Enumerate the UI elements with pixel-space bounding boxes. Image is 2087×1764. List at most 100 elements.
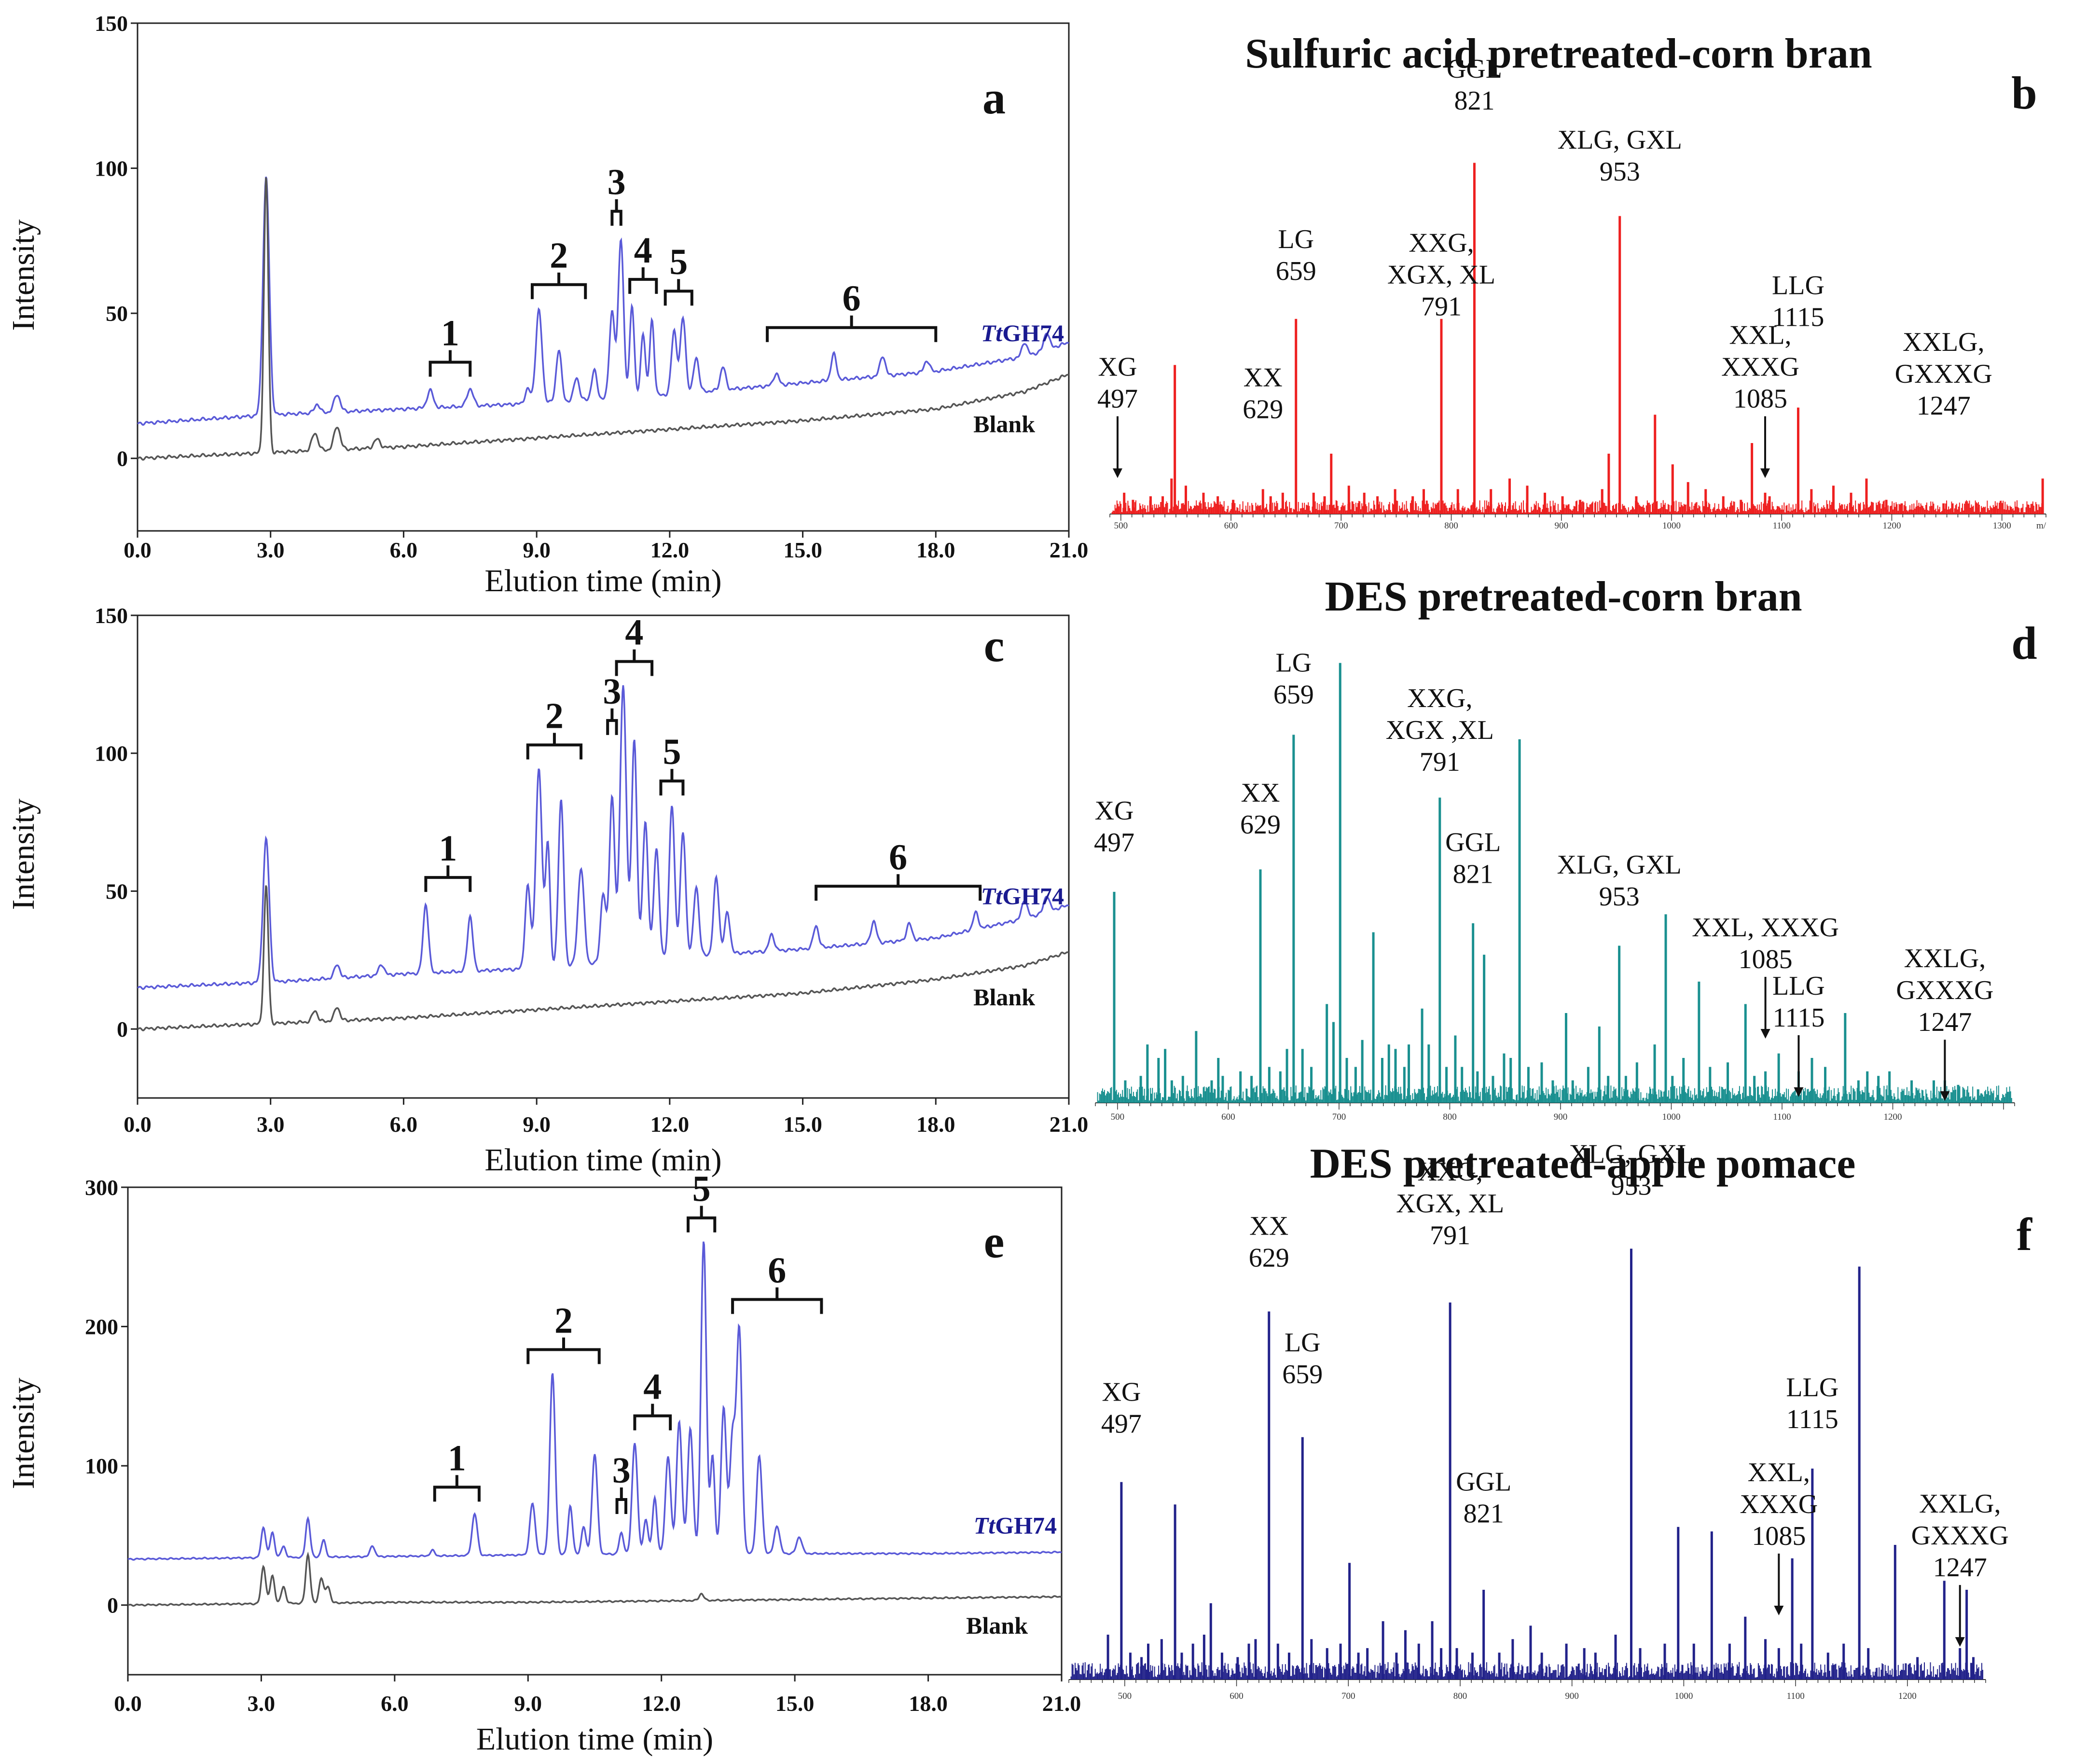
- series-label-rest: GH74: [1002, 883, 1064, 910]
- annotation-arrowhead: [1794, 1087, 1804, 1097]
- series-label-blank: Blank: [973, 410, 1035, 437]
- peak-annotation: 821: [1454, 86, 1494, 116]
- x-tick-label: 600: [1224, 521, 1238, 531]
- plot-frame: [137, 614, 1070, 1099]
- plot-frame: [137, 22, 1070, 532]
- group-bracket: [610, 199, 622, 226]
- peak-annotation: XG: [1098, 352, 1137, 382]
- group-bracket: [687, 1206, 717, 1233]
- chromatogram-panel-e: 0.0 3.0 6.0 9.0 12.0 15.0 18.0 21.0 0 100 200 300 El…: [6, 1168, 1081, 1757]
- x-tick-label: 900: [1565, 1691, 1579, 1701]
- group-label: 1: [439, 828, 457, 869]
- x-tick-label: 1100: [1773, 1112, 1791, 1122]
- peak-annotation: 629: [1243, 395, 1283, 425]
- x-tick-label: 1200: [1898, 1691, 1917, 1701]
- peak-annotation: LLG: [1772, 270, 1824, 300]
- peak-annotation: 791: [1430, 1221, 1470, 1250]
- x-tick-label: 1000: [1674, 1691, 1693, 1701]
- x-tick-label: 6.0: [390, 538, 418, 562]
- plot-frame: [127, 1186, 1063, 1676]
- y-tick-label: 100: [85, 1454, 118, 1478]
- group-bracket: [731, 1287, 823, 1314]
- y-tick-label: 0: [107, 1593, 118, 1618]
- x-tick-label: 900: [1554, 1112, 1568, 1122]
- group-bracket: [628, 267, 658, 294]
- series-label-blank: Blank: [973, 984, 1035, 1011]
- series-label-prefix: Tt: [974, 1512, 996, 1539]
- peak-annotation: XXL,: [1729, 320, 1791, 350]
- peak-annotation: 953: [1611, 1171, 1651, 1201]
- y-axis-label: Intensity: [6, 220, 41, 331]
- y-tick-label: 0: [117, 1017, 128, 1042]
- group-label: 2: [545, 696, 564, 736]
- group-bracket: [815, 874, 982, 901]
- series-label-ttgh74: TtGH74: [981, 883, 1064, 910]
- x-tick-label: 500: [1114, 521, 1128, 531]
- x-tick-label: 1200: [1882, 521, 1901, 531]
- peak-annotation: XLG, GXL: [1557, 850, 1682, 880]
- y-tick-label: 150: [95, 603, 128, 628]
- peak-annotation: XXXG: [1740, 1489, 1818, 1519]
- series-trace-ttgh74: [127, 1241, 1062, 1561]
- spectrum-title: DES pretreated-apple pomace: [1310, 1140, 1856, 1187]
- group-label: 6: [843, 278, 861, 319]
- peak-annotation: 953: [1599, 882, 1640, 912]
- series-trace-blank: [137, 885, 1069, 1031]
- peak-annotation: XXG,: [1409, 228, 1474, 258]
- x-tick-label: 12.0: [650, 1112, 690, 1137]
- peak-annotation: LG: [1285, 1328, 1321, 1358]
- x-tick-label: 15.0: [783, 1112, 822, 1137]
- peak-annotation: 821: [1464, 1499, 1504, 1529]
- annotation-arrowhead: [1760, 468, 1770, 478]
- peak-annotation: 791: [1420, 747, 1460, 777]
- series-label-blank: Blank: [966, 1612, 1028, 1639]
- group-label: 4: [625, 612, 643, 653]
- x-tick-label: 9.0: [523, 1112, 551, 1137]
- group-label: 6: [889, 837, 907, 877]
- x-tick-label: 1100: [1786, 1691, 1804, 1701]
- x-tick-label: 700: [1341, 1691, 1355, 1701]
- y-tick-label: 150: [95, 11, 128, 36]
- peak-annotation: LLG: [1786, 1373, 1838, 1403]
- peak-annotation: 497: [1094, 828, 1134, 858]
- peak-annotation: GGL: [1456, 1467, 1511, 1497]
- x-tick-label: 3.0: [257, 538, 285, 562]
- peak-annotation: GXXXG: [1911, 1521, 2009, 1551]
- x-tick-label: 21.0: [1050, 1112, 1089, 1137]
- peak-annotation: XX: [1244, 363, 1283, 393]
- peak-annotation: 659: [1276, 256, 1316, 286]
- x-axis-label: Elution time (min): [484, 563, 721, 598]
- peak-annotation: XXLG,: [1919, 1489, 2001, 1519]
- x-tick-suffix: m/: [2036, 521, 2046, 531]
- peak-annotation: 629: [1240, 810, 1281, 840]
- peak-annotation: 1085: [1733, 384, 1787, 414]
- annotation-arrowhead: [1955, 1637, 1965, 1647]
- noise-floor: [1097, 1085, 2012, 1103]
- x-tick-label: 1000: [1662, 1112, 1680, 1122]
- spectrum-title: Sulfuric acid pretreated-corn bran: [1245, 30, 1872, 77]
- group-bracket: [606, 708, 618, 735]
- group-label: 5: [692, 1168, 711, 1209]
- peak-annotation: 497: [1097, 384, 1138, 414]
- peak-annotation: 1247: [1933, 1553, 1987, 1583]
- panel-label: f: [2017, 1208, 2032, 1260]
- group-bracket: [615, 649, 654, 676]
- noise-floor: [1111, 500, 2044, 514]
- group-label: 4: [634, 230, 652, 271]
- x-tick-label: 1200: [1884, 1112, 1902, 1122]
- peak-annotation: XG: [1102, 1377, 1141, 1407]
- x-tick-label: 15.0: [783, 538, 822, 562]
- peak-annotation: XXL, XXXG: [1692, 913, 1839, 943]
- mass-spectrum-panel-b: Sulfuric acid pretreated-corn bran b 500 60…: [1097, 30, 2046, 531]
- peak-annotation: 629: [1249, 1243, 1289, 1273]
- peak-annotation: 1115: [1786, 1404, 1838, 1434]
- x-axis-label: Elution time (min): [476, 1722, 713, 1757]
- group-label: 5: [669, 242, 688, 282]
- peak-annotation: 1085: [1752, 1521, 1806, 1551]
- group-label: 2: [550, 236, 568, 276]
- series-trace-ttgh74: [137, 176, 1069, 426]
- x-tick-label: 1100: [1773, 521, 1791, 531]
- annotation-arrowhead: [1940, 1091, 1950, 1101]
- x-tick-label: 21.0: [1042, 1691, 1081, 1716]
